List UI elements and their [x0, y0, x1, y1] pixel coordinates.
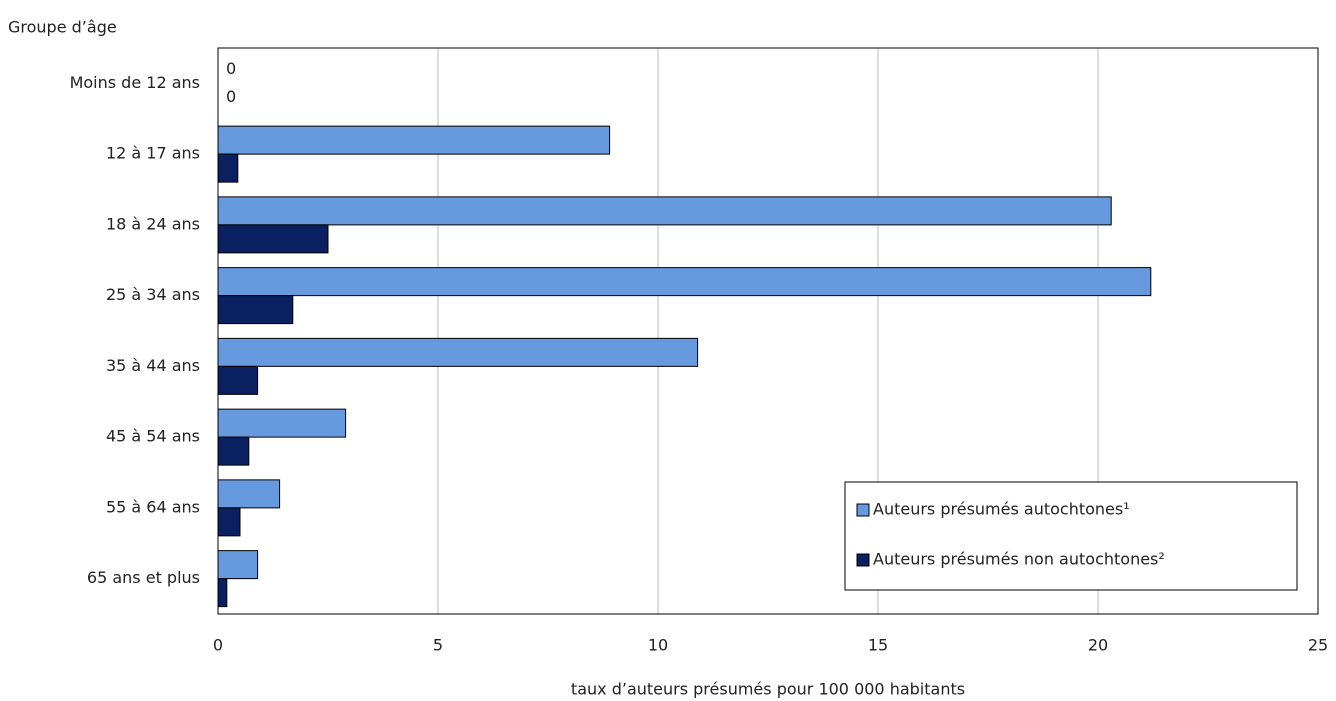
bar	[217, 550, 259, 580]
bar	[217, 365, 259, 395]
bar	[217, 408, 347, 438]
bar	[217, 267, 1152, 297]
bar	[217, 295, 294, 325]
bar	[217, 436, 250, 466]
y-tick-label: 35 à 44 ans	[106, 356, 200, 375]
bar	[217, 224, 329, 254]
x-tick-label: 25	[1308, 636, 1328, 655]
y-tick-label: 18 à 24 ans	[106, 214, 200, 233]
legend-label: Auteurs présumés non autochtones²	[873, 550, 1165, 569]
legend-box	[844, 481, 1298, 591]
data-label: 0	[226, 87, 236, 106]
legend-swatch	[856, 553, 870, 567]
x-tick-label: 5	[433, 636, 443, 655]
y-tick-label: Moins de 12 ans	[70, 73, 200, 92]
legend-swatch	[856, 503, 870, 517]
y-tick-label: 55 à 64 ans	[106, 497, 200, 516]
bar	[217, 125, 611, 155]
x-tick-label: 15	[868, 636, 888, 655]
bar	[217, 337, 699, 367]
bar	[217, 153, 239, 183]
y-axis-title: Groupe d’âge	[8, 18, 117, 37]
bar	[217, 578, 228, 608]
plot-frame	[217, 47, 1319, 615]
x-axis-title: taux d’auteurs présumés pour 100 000 hab…	[571, 680, 965, 699]
bar	[217, 196, 1112, 226]
bar	[217, 507, 241, 537]
bar	[217, 479, 281, 509]
data-label: 0	[226, 59, 236, 78]
y-tick-label: 12 à 17 ans	[106, 144, 200, 163]
legend-label: Auteurs présumés autochtones¹	[873, 500, 1130, 519]
y-tick-label: 65 ans et plus	[87, 568, 200, 587]
y-tick-label: 45 à 54 ans	[106, 427, 200, 446]
x-tick-label: 0	[213, 636, 223, 655]
x-tick-label: 20	[1088, 636, 1108, 655]
y-tick-label: 25 à 34 ans	[106, 285, 200, 304]
x-tick-label: 10	[648, 636, 668, 655]
